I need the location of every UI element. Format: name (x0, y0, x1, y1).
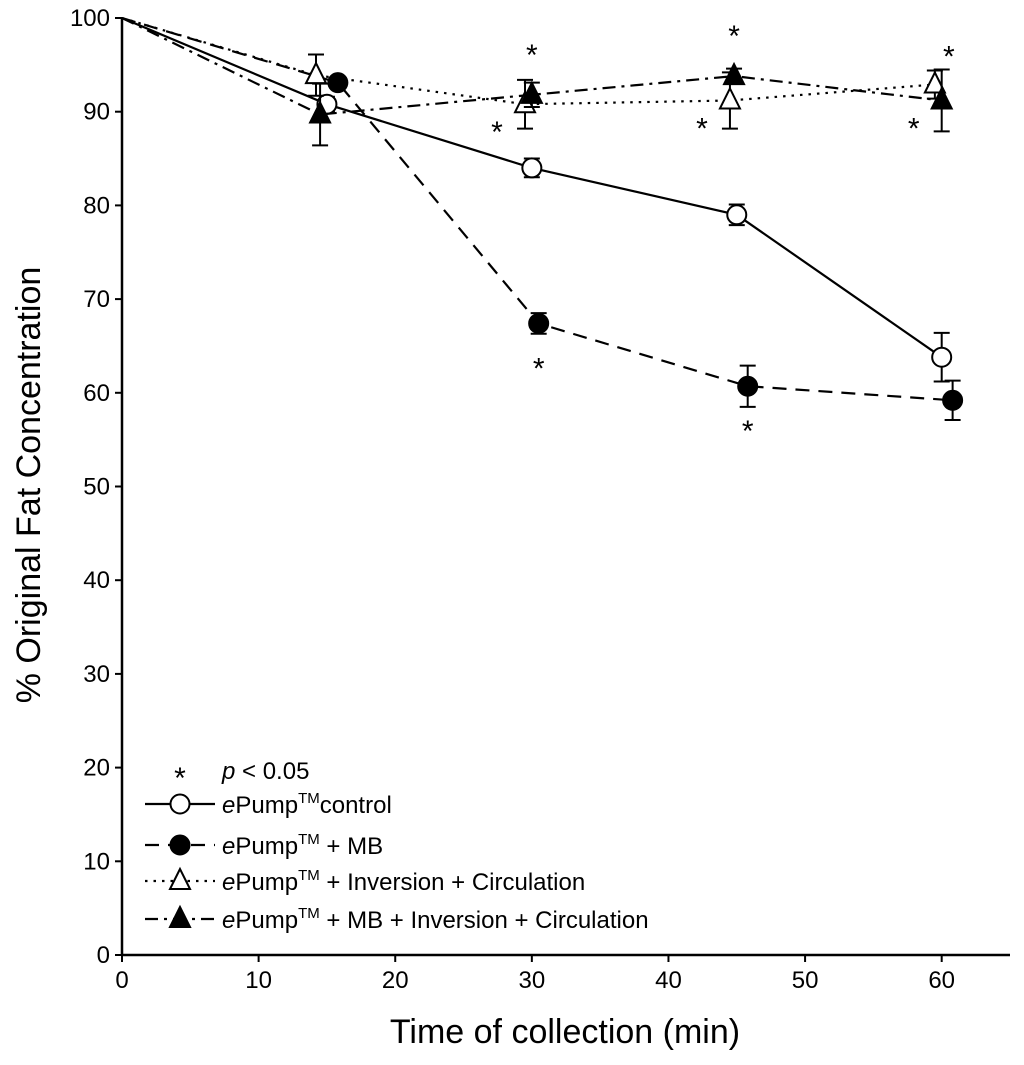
significance-star: * (908, 112, 920, 145)
data-point (308, 100, 332, 124)
legend-label: ePumpTM + MB + Inversion + Circulation (222, 905, 649, 934)
y-tick-label: 20 (83, 755, 110, 782)
y-tick-label: 0 (97, 942, 110, 969)
significance-star: * (491, 116, 503, 149)
data-point (521, 157, 543, 179)
data-point (327, 72, 349, 94)
significance-star: * (742, 415, 754, 448)
y-tick-label: 60 (83, 380, 110, 407)
legend-significance-label: p < 0.05 (221, 758, 309, 785)
y-tick-label: 30 (83, 661, 110, 688)
legend-star: * (174, 762, 186, 795)
y-tick-label: 40 (83, 567, 110, 594)
legend-item-2: ePumpTM + MB (145, 831, 383, 860)
x-tick-label: 60 (928, 967, 955, 994)
series-1 (121, 16, 953, 383)
data-point (726, 204, 748, 226)
series-3: * * * (121, 16, 955, 149)
significance-star: * (696, 112, 708, 145)
legend-significance: * p < 0.05 (174, 758, 309, 795)
x-tick-label: 10 (245, 967, 272, 994)
y-tick-label: 100 (70, 5, 110, 32)
legend-label: ePumpTM + MB (222, 831, 383, 860)
data-point (520, 80, 544, 104)
data-point (931, 346, 953, 368)
series-4: * * * (121, 17, 954, 147)
legend-item-1: ePumpTMcontrol (145, 790, 392, 819)
data-point (942, 389, 964, 411)
y-tick-label: 50 (83, 474, 110, 501)
legend-marker (168, 866, 192, 890)
significance-star: * (728, 20, 740, 53)
x-axis-title: Time of collection (min) (390, 1013, 740, 1051)
x-tick-label: 20 (382, 967, 409, 994)
data-point (718, 86, 742, 110)
data-point (528, 312, 550, 334)
series-line (121, 16, 953, 402)
legend-label: ePumpTM + Inversion + Circulation (222, 867, 585, 896)
legend-marker (168, 904, 192, 928)
x-tick-label: 40 (655, 967, 682, 994)
data-point (930, 86, 954, 110)
legend-marker (169, 793, 191, 815)
significance-star: * (943, 41, 955, 74)
data-point (737, 375, 759, 397)
y-tick-label: 10 (83, 848, 110, 875)
legend: * p < 0.05 ePumpTMcontrol ePumpTM + MB ePump… (145, 758, 649, 934)
legend-label: ePumpTMcontrol (222, 790, 392, 819)
axes: 0 10 20 30 40 50 60 0 10 20 30 40 50 60 70 80 90 100 (70, 5, 1010, 994)
series-2: * (121, 16, 964, 448)
y-tick-label: 70 (83, 286, 110, 313)
significance-star: * (533, 352, 545, 385)
legend-item-3: ePumpTM + Inversion + Circulation (145, 866, 585, 896)
data-point (923, 70, 947, 94)
legend-marker (169, 834, 191, 856)
data-point (722, 61, 746, 86)
legend-item-4: ePumpTM + MB + Inversion + Circulation (145, 904, 649, 934)
series-layer: * * * * * * * * (121, 16, 964, 448)
significance-star: * (526, 39, 538, 72)
x-tick-label: 0 (115, 967, 128, 994)
y-tick-label: 80 (83, 192, 110, 219)
y-tick-label: 90 (83, 99, 110, 126)
x-tick-label: 50 (792, 967, 819, 994)
y-axis-title: % Original Fat Concentration (10, 267, 48, 704)
x-tick-label: 30 (518, 967, 545, 994)
